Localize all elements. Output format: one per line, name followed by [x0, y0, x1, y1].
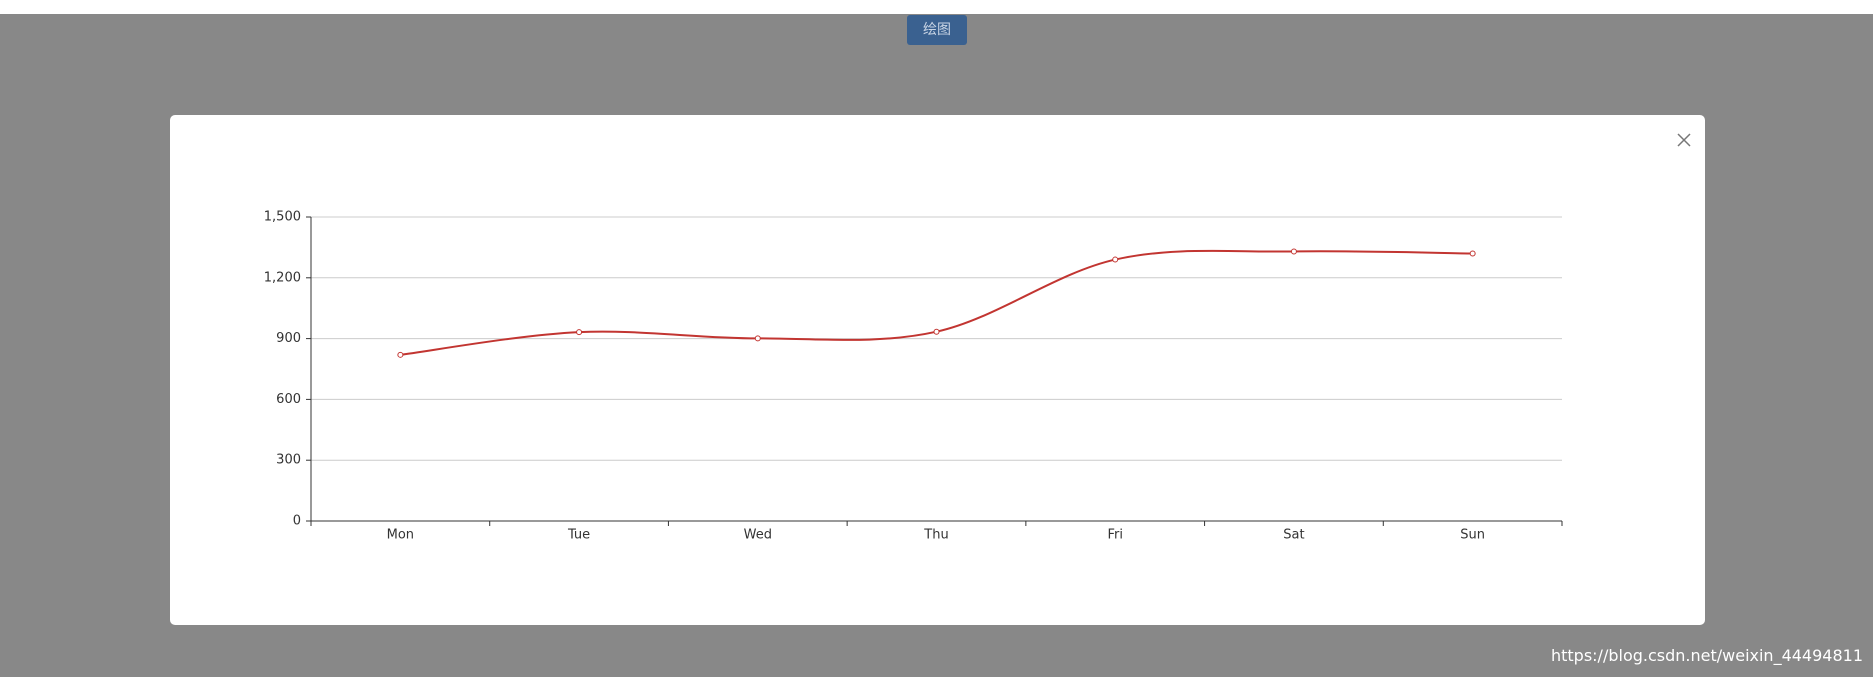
y-tick-label: 600: [276, 392, 301, 407]
point: [1469, 250, 1476, 257]
x-tick-label: Sun: [1460, 528, 1485, 543]
y-tick-label: 1,200: [264, 270, 301, 285]
x-tick-label: Sat: [1283, 528, 1304, 543]
line: [400, 249, 1473, 356]
y-tick-label: 0: [293, 514, 301, 529]
x-tick-label: Mon: [387, 528, 414, 543]
modal: 0 300 600 900 1,200 1,500 Mon Tue Wed Thu Fri Sat Su…: [170, 115, 1705, 625]
x-tick-label: Tue: [567, 528, 590, 543]
point: [1290, 248, 1297, 255]
point: [933, 328, 940, 335]
bookmark-bar: [0, 0, 1873, 14]
x-tick-label: Thu: [923, 528, 948, 543]
point: [754, 335, 761, 342]
draw-button[interactable]: 绘图: [907, 15, 967, 45]
y-tick-label: 900: [276, 331, 301, 346]
close-button[interactable]: [1674, 130, 1694, 150]
x-tick-label: Wed: [744, 528, 772, 543]
point: [576, 329, 583, 336]
y-tick-label: 300: [276, 453, 301, 468]
point: [397, 351, 404, 358]
point: [1112, 256, 1119, 263]
y-tick-label: 1,500: [264, 210, 301, 225]
chart: 0 300 600 900 1,200 1,500 Mon Tue Wed Thu Fri Sat Su…: [264, 210, 1563, 543]
x-tick-label: Fri: [1107, 528, 1123, 543]
watermark: https://blog.csdn.net/weixin_44494811: [1550, 646, 1863, 665]
